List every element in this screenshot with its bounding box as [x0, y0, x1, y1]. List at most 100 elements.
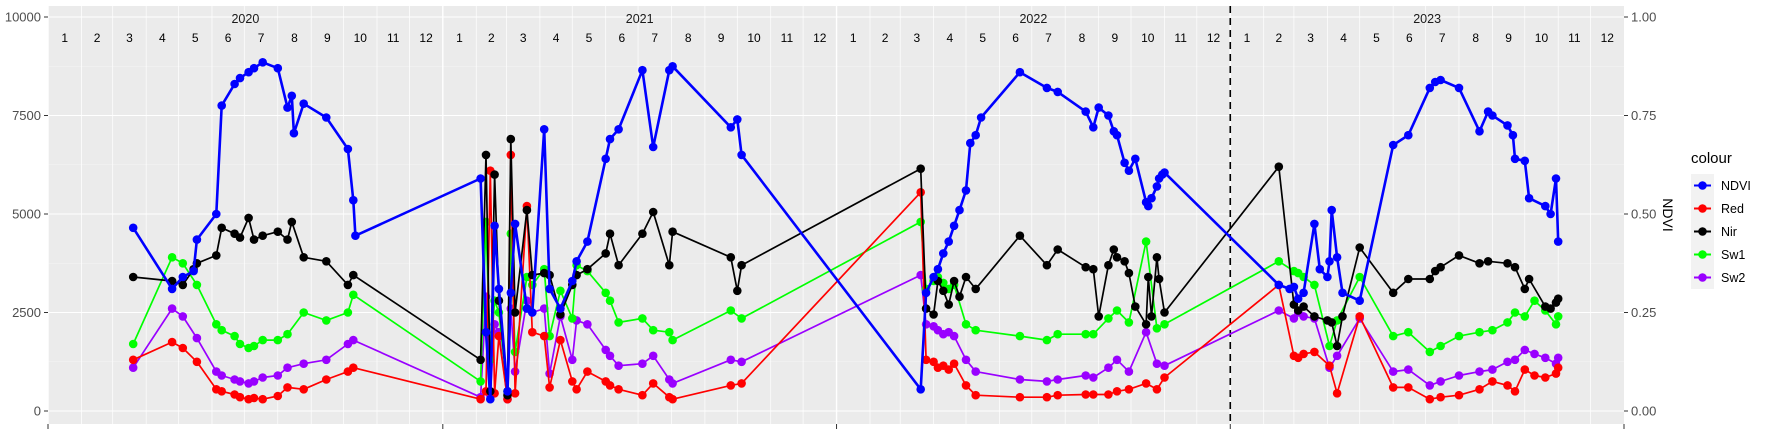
- legend-label: NDVI: [1721, 179, 1751, 193]
- month-label: 10: [747, 31, 761, 45]
- data-point-nir: [1152, 252, 1162, 262]
- month-label: 10: [1535, 31, 1549, 45]
- data-point-red: [949, 359, 959, 369]
- data-point-red: [921, 355, 931, 365]
- data-point-ndvi: [258, 58, 268, 67]
- data-point-sw2: [949, 331, 959, 341]
- data-point-sw2: [1404, 365, 1413, 374]
- data-point-sw1: [1015, 331, 1025, 341]
- data-point-sw1: [192, 280, 202, 290]
- data-point-sw1: [1520, 312, 1530, 321]
- month-label: 5: [1373, 31, 1380, 45]
- data-point-sw2: [1104, 363, 1113, 373]
- data-point-ndvi: [486, 394, 495, 404]
- data-point-sw1: [1475, 327, 1484, 337]
- month-label: 5: [586, 31, 593, 45]
- data-point-sw2: [737, 357, 746, 367]
- data-point-ndvi: [1404, 130, 1413, 140]
- month-label: 11: [1568, 31, 1581, 45]
- data-point-ndvi: [1131, 154, 1140, 164]
- data-point-sw1: [1124, 318, 1134, 327]
- legend-item-nir: Nir: [1691, 220, 1737, 243]
- data-point-ndvi: [1332, 252, 1342, 262]
- data-point-nir: [583, 264, 592, 274]
- data-point-sw1: [299, 308, 309, 317]
- data-point-red: [545, 383, 554, 392]
- data-point-nir: [481, 150, 491, 160]
- data-point-sw2: [1042, 377, 1052, 386]
- data-point-ndvi: [1325, 257, 1334, 266]
- data-point-ndvi: [605, 134, 615, 144]
- y-tick-label-right: 0.25: [1631, 305, 1656, 320]
- data-point-ndvi: [939, 249, 948, 258]
- data-point-sw2: [971, 367, 980, 376]
- data-point-nir: [961, 272, 971, 282]
- grid: [47, 6, 1624, 424]
- data-point-red: [1325, 361, 1334, 371]
- data-point-nir: [733, 286, 742, 296]
- data-point-ndvi: [1436, 75, 1445, 85]
- data-point-nir: [1289, 300, 1299, 309]
- data-point-sw1: [1454, 331, 1464, 341]
- data-point-nir: [614, 260, 623, 270]
- legend-item-red: Red: [1691, 197, 1744, 220]
- data-point-sw1: [1436, 341, 1445, 351]
- data-point-red: [1425, 394, 1435, 404]
- data-point-sw1: [1503, 318, 1512, 327]
- data-point-nir: [971, 284, 980, 294]
- data-point-ndvi: [217, 101, 226, 110]
- data-point-ndvi: [503, 387, 512, 396]
- data-point-red: [961, 381, 971, 390]
- month-label: 9: [718, 31, 725, 45]
- data-point-ndvi: [189, 266, 198, 276]
- month-label: 1: [850, 31, 857, 45]
- month-label: 8: [685, 31, 692, 45]
- data-point-sw1: [178, 259, 188, 268]
- data-point-red: [1454, 390, 1464, 400]
- data-point-nir: [244, 213, 253, 223]
- data-point-sw1: [1310, 280, 1319, 290]
- data-point-red: [583, 367, 592, 376]
- data-point-red: [128, 355, 138, 365]
- month-label: 8: [291, 31, 298, 45]
- data-point-ndvi: [510, 219, 520, 229]
- data-point-ndvi: [961, 186, 971, 195]
- data-point-nir: [929, 310, 938, 319]
- month-label: 7: [1439, 31, 1446, 45]
- data-point-sw1: [1510, 308, 1520, 317]
- data-point-sw2: [1089, 373, 1098, 382]
- data-point-ndvi: [1475, 127, 1484, 136]
- month-label: 1: [456, 31, 463, 45]
- data-point-red: [1332, 389, 1342, 398]
- data-point-ndvi: [230, 79, 239, 89]
- data-point-nir: [1124, 268, 1134, 278]
- data-point-sw1: [665, 327, 674, 337]
- month-label: 3: [520, 31, 527, 45]
- data-point-red: [1104, 390, 1113, 399]
- month-label: 12: [419, 31, 433, 45]
- data-point-nir: [638, 229, 647, 238]
- data-point-ndvi: [490, 221, 499, 231]
- data-point-sw1: [1388, 331, 1398, 341]
- data-point-sw1: [128, 339, 138, 349]
- month-label: 6: [619, 31, 626, 45]
- data-point-ndvi: [1293, 294, 1303, 304]
- data-point-ndvi: [949, 221, 959, 231]
- data-point-red: [349, 363, 358, 373]
- data-point-nir: [1454, 251, 1464, 260]
- month-label: 2: [488, 31, 495, 45]
- data-point-nir: [287, 217, 297, 227]
- month-label: 12: [813, 31, 827, 45]
- data-point-sw2: [638, 359, 647, 369]
- data-point-ndvi: [343, 144, 353, 154]
- data-point-red: [258, 394, 268, 404]
- month-label: 3: [1307, 31, 1314, 45]
- data-point-sw1: [971, 325, 980, 335]
- data-point-nir: [1524, 274, 1534, 284]
- data-point-ndvi: [1503, 121, 1512, 130]
- data-point-sw1: [601, 288, 610, 298]
- data-point-nir: [939, 286, 948, 296]
- data-point-red: [1112, 387, 1122, 396]
- data-point-nir: [605, 229, 615, 238]
- data-point-sw2: [601, 345, 610, 355]
